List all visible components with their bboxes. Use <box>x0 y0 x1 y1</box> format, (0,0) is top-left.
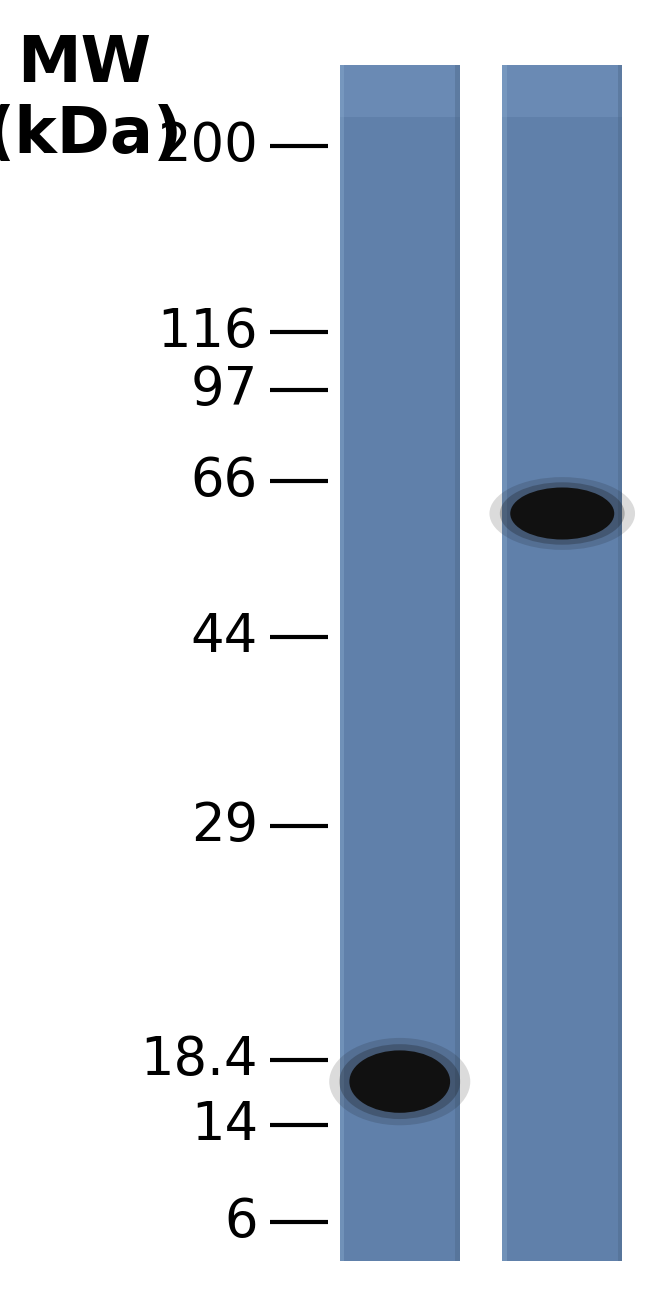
Bar <box>618 65 623 1261</box>
Text: 44: 44 <box>191 611 258 663</box>
Text: 116: 116 <box>157 306 258 358</box>
Ellipse shape <box>350 1050 450 1113</box>
Bar <box>502 65 623 117</box>
Text: 66: 66 <box>191 455 258 507</box>
Bar <box>502 65 507 1261</box>
Text: 14: 14 <box>191 1098 258 1150</box>
Bar <box>455 65 460 1261</box>
Ellipse shape <box>330 1037 470 1126</box>
Bar <box>339 65 344 1261</box>
Bar <box>339 65 460 117</box>
Ellipse shape <box>339 1044 460 1119</box>
Text: 18.4: 18.4 <box>140 1034 258 1086</box>
Ellipse shape <box>510 488 614 540</box>
Text: 29: 29 <box>191 800 258 852</box>
Text: (kDa): (kDa) <box>0 104 183 166</box>
Text: 97: 97 <box>191 364 258 416</box>
Text: MW: MW <box>18 32 151 95</box>
Ellipse shape <box>500 482 625 545</box>
Text: 200: 200 <box>157 120 258 172</box>
Bar <box>502 65 623 1261</box>
Text: 6: 6 <box>224 1196 258 1248</box>
Bar <box>339 65 460 1261</box>
Bar <box>475 65 487 1261</box>
Ellipse shape <box>489 477 635 550</box>
